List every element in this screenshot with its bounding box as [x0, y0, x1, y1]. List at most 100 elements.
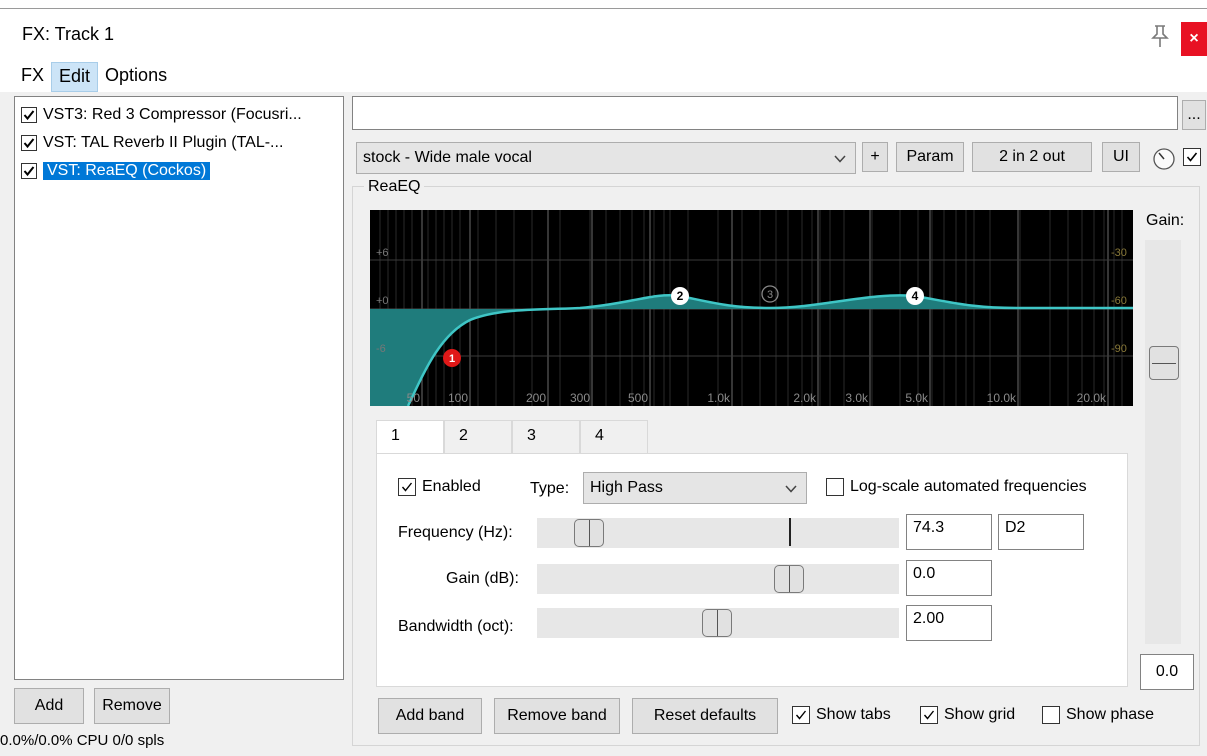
gain-slider[interactable]: [1145, 240, 1181, 644]
window-top-border: [0, 8, 1207, 9]
frequency-note-field[interactable]: D2: [998, 514, 1084, 550]
log-scale-label: Log-scale automated frequencies: [850, 478, 1087, 495]
pin-icon[interactable]: [1146, 22, 1174, 50]
log-scale-toggle[interactable]: Log-scale automated frequencies: [826, 478, 1087, 496]
freq-tick-label: 100: [448, 391, 468, 405]
check-icon: [23, 166, 35, 177]
freq-tick-label: 10.0k: [987, 391, 1017, 405]
eq-curve: [406, 294, 1133, 406]
tab-band-3[interactable]: 3: [512, 420, 580, 454]
band-node-1[interactable]: 1: [443, 349, 461, 367]
right-label-90: -90: [1111, 343, 1127, 355]
freq-tick-label: 500: [628, 391, 648, 405]
gain-db-label: Gain (dB):: [446, 570, 519, 587]
menu-fx[interactable]: FX: [21, 65, 45, 85]
band-gain-slider[interactable]: [537, 564, 899, 594]
frequency-slider-thumb[interactable]: [574, 519, 604, 547]
gain-slider-thumb[interactable]: [1149, 346, 1179, 380]
check-icon: [1186, 152, 1198, 162]
preset-name-input[interactable]: [352, 96, 1178, 130]
frequency-label: Frequency (Hz):: [398, 524, 513, 541]
right-label-30: -30: [1111, 247, 1127, 259]
add-fx-button[interactable]: Add: [14, 688, 84, 724]
tab-band-1[interactable]: 1: [376, 420, 444, 456]
freq-tick-label: 5.0k: [905, 391, 929, 405]
show-grid-toggle[interactable]: Show grid: [920, 706, 1015, 724]
fx-item-talreverb[interactable]: VST: TAL Reverb II Plugin (TAL-...: [21, 131, 283, 155]
show-phase-checkbox[interactable]: [1042, 706, 1060, 724]
close-button[interactable]: ×: [1181, 22, 1207, 56]
ui-button[interactable]: UI: [1102, 142, 1140, 172]
bypass-checkbox[interactable]: [1183, 148, 1201, 166]
chevron-down-icon: [785, 485, 797, 493]
bandwidth-value-field[interactable]: 2.00: [906, 605, 992, 641]
band-node-4-label: 4: [912, 289, 919, 303]
enabled-checkbox[interactable]: [398, 478, 416, 496]
band-gain-slider-thumb[interactable]: [774, 565, 804, 593]
check-icon: [923, 710, 935, 720]
frequency-slider-center-mark: [789, 518, 791, 546]
add-band-button[interactable]: Add band: [378, 698, 482, 734]
fx-item-reaeq[interactable]: VST: ReaEQ (Cockos): [21, 159, 211, 183]
window-title: FX: Track 1: [22, 24, 115, 44]
show-phase-toggle[interactable]: Show phase: [1042, 706, 1154, 724]
band-node-2[interactable]: 2: [671, 287, 689, 305]
freq-tick-label: 20.0k: [1077, 391, 1107, 405]
fx-enable-checkbox[interactable]: [21, 107, 37, 123]
show-tabs-label: Show tabs: [816, 706, 891, 723]
freq-tick-label: 50: [407, 391, 421, 405]
band-type-selected: High Pass: [590, 479, 663, 496]
right-label-60: -60: [1111, 295, 1127, 307]
cpu-status: 0.0%/0.0% CPU 0/0 spls: [0, 732, 165, 749]
freq-tick-label: 2.0k: [793, 391, 817, 405]
band-gain-value-field[interactable]: 0.0: [906, 560, 992, 596]
enabled-toggle[interactable]: Enabled: [398, 478, 481, 496]
bandwidth-label: Bandwidth (oct):: [398, 618, 514, 635]
band-type-dropdown[interactable]: High Pass: [583, 472, 807, 504]
eq-graph[interactable]: +6 +0 -6 -30 -60 -90 50 100 200 300 500 1.0k 2…: [370, 210, 1133, 406]
band-node-3[interactable]: 3: [761, 285, 779, 303]
frequency-value-field[interactable]: 74.3: [906, 514, 992, 550]
bandwidth-slider-thumb[interactable]: [702, 609, 732, 637]
wet-knob-icon[interactable]: [1152, 147, 1176, 171]
fx-enable-checkbox[interactable]: [21, 163, 37, 179]
preset-menu-button[interactable]: ...: [1182, 100, 1206, 130]
remove-band-button[interactable]: Remove band: [494, 698, 620, 734]
tab-band-4[interactable]: 4: [580, 420, 648, 454]
menu-bar: FX Edit Options: [14, 62, 174, 92]
show-tabs-toggle[interactable]: Show tabs: [792, 706, 891, 724]
tab-band-2[interactable]: 2: [444, 420, 512, 454]
menu-edit[interactable]: Edit: [51, 62, 99, 92]
reset-defaults-button[interactable]: Reset defaults: [632, 698, 778, 734]
db-label-minus6: -6: [376, 343, 386, 355]
fx-item-label: VST: ReaEQ (Cockos): [43, 162, 211, 180]
show-tabs-checkbox[interactable]: [792, 706, 810, 724]
remove-fx-button[interactable]: Remove: [94, 688, 170, 724]
param-button[interactable]: Param: [896, 142, 964, 172]
check-icon: [795, 710, 807, 720]
frequency-labels: 50 100 200 300 500 1.0k 2.0k 3.0k 5.0k 10.0k 20.0k: [407, 391, 1107, 405]
band-node-4[interactable]: 4: [906, 287, 924, 305]
gain-value-field[interactable]: 0.0: [1140, 654, 1194, 690]
plugin-group-label: ReaEQ: [364, 178, 425, 196]
gain-title: Gain:: [1146, 212, 1185, 229]
show-grid-label: Show grid: [944, 706, 1016, 723]
fx-enable-checkbox[interactable]: [21, 135, 37, 151]
log-scale-checkbox[interactable]: [826, 478, 844, 496]
fx-item-label: VST: TAL Reverb II Plugin (TAL-...: [43, 134, 284, 151]
reaeq-group-frame: [352, 186, 1200, 746]
enabled-label: Enabled: [422, 478, 481, 495]
io-routing-button[interactable]: 2 in 2 out: [972, 142, 1092, 172]
db-label-zero: +0: [376, 295, 389, 307]
menu-options[interactable]: Options: [105, 65, 168, 85]
freq-tick-label: 200: [526, 391, 546, 405]
freq-tick-label: 300: [570, 391, 590, 405]
add-preset-button[interactable]: +: [862, 142, 888, 172]
fx-list[interactable]: VST3: Red 3 Compressor (Focusri... VST: …: [14, 96, 344, 680]
show-grid-checkbox[interactable]: [920, 706, 938, 724]
fx-item-red3[interactable]: VST3: Red 3 Compressor (Focusri...: [21, 103, 302, 127]
freq-tick-label: 1.0k: [707, 391, 731, 405]
chevron-down-icon: [834, 155, 846, 163]
preset-dropdown[interactable]: stock - Wide male vocal: [356, 142, 856, 174]
freq-tick-label: 3.0k: [845, 391, 869, 405]
